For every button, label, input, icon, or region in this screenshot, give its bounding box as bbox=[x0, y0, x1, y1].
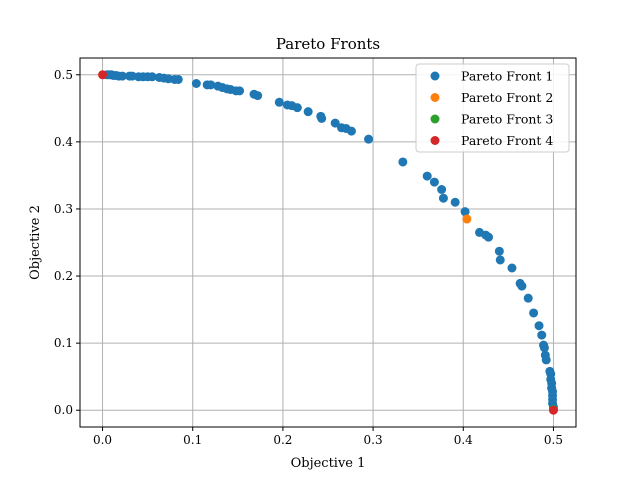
data-point bbox=[422, 171, 432, 181]
y-tick-label: 0.2 bbox=[54, 269, 73, 283]
data-points bbox=[98, 70, 558, 415]
x-tick-label: 0.3 bbox=[364, 433, 383, 447]
series-2 bbox=[462, 214, 472, 224]
legend-entry: Pareto Front 3 bbox=[461, 112, 553, 127]
legend-marker bbox=[430, 71, 440, 81]
data-point bbox=[523, 293, 533, 303]
data-point bbox=[539, 343, 549, 353]
data-point bbox=[495, 255, 505, 265]
x-tick-label: 0.1 bbox=[183, 433, 202, 447]
x-tick-label: 0.0 bbox=[93, 433, 112, 447]
data-point bbox=[484, 232, 494, 242]
y-tick-label: 0.1 bbox=[54, 336, 73, 350]
y-tick-label: 0.4 bbox=[54, 135, 73, 149]
legend: Pareto Front 1 Pareto Front 2 Pareto Front… bbox=[415, 63, 570, 153]
legend-marker bbox=[430, 93, 440, 102]
plot-frame bbox=[79, 57, 577, 428]
data-point bbox=[398, 157, 408, 167]
y-tick-label: 0.3 bbox=[54, 202, 73, 216]
data-point bbox=[292, 103, 302, 113]
data-point bbox=[191, 78, 201, 88]
series-4 bbox=[98, 70, 558, 415]
data-point bbox=[303, 107, 313, 117]
y-tick-label: 0.5 bbox=[54, 68, 73, 82]
data-point bbox=[206, 80, 216, 90]
data-point bbox=[274, 97, 284, 107]
data-point bbox=[437, 184, 447, 194]
data-point bbox=[346, 126, 356, 136]
legend-entry: Pareto Front 2 bbox=[461, 90, 553, 105]
x-tick-label: 0.5 bbox=[544, 433, 563, 447]
data-point bbox=[494, 246, 504, 256]
data-point bbox=[364, 134, 374, 144]
legend-marker bbox=[430, 136, 440, 145]
x-tick-label: 0.4 bbox=[454, 433, 473, 447]
data-point bbox=[450, 197, 460, 207]
data-point bbox=[541, 355, 551, 365]
data-point bbox=[98, 70, 108, 80]
data-point bbox=[460, 207, 470, 217]
y-tick-label: 0.0 bbox=[54, 403, 73, 417]
y-axis-label: Objective 2 bbox=[28, 205, 43, 280]
data-point bbox=[330, 118, 340, 128]
chart-title: Pareto Fronts bbox=[276, 35, 380, 53]
axis-ticks: 0.0 0.1 0.2 0.3 0.4 0.5 0.0 0.1 0.2 0.3 0.4 0.5 bbox=[54, 68, 563, 447]
legend-marker bbox=[430, 114, 440, 124]
data-point bbox=[147, 72, 157, 82]
x-axis-label: Objective 1 bbox=[291, 456, 366, 471]
data-point bbox=[438, 193, 448, 203]
data-point bbox=[429, 177, 439, 187]
data-point bbox=[253, 91, 263, 101]
legend-box bbox=[415, 63, 570, 153]
legend-entry: Pareto Front 4 bbox=[461, 133, 553, 148]
data-point bbox=[537, 330, 547, 340]
data-point bbox=[117, 71, 127, 81]
data-point bbox=[235, 86, 245, 96]
data-point bbox=[548, 405, 558, 415]
data-point bbox=[462, 214, 472, 224]
legend-entry: Pareto Front 1 bbox=[461, 69, 553, 84]
data-point bbox=[534, 321, 544, 331]
data-point bbox=[517, 281, 527, 291]
data-point bbox=[173, 74, 183, 84]
x-tick-label: 0.2 bbox=[273, 433, 292, 447]
data-point bbox=[317, 113, 327, 123]
data-point bbox=[507, 263, 517, 273]
data-point bbox=[529, 308, 539, 318]
